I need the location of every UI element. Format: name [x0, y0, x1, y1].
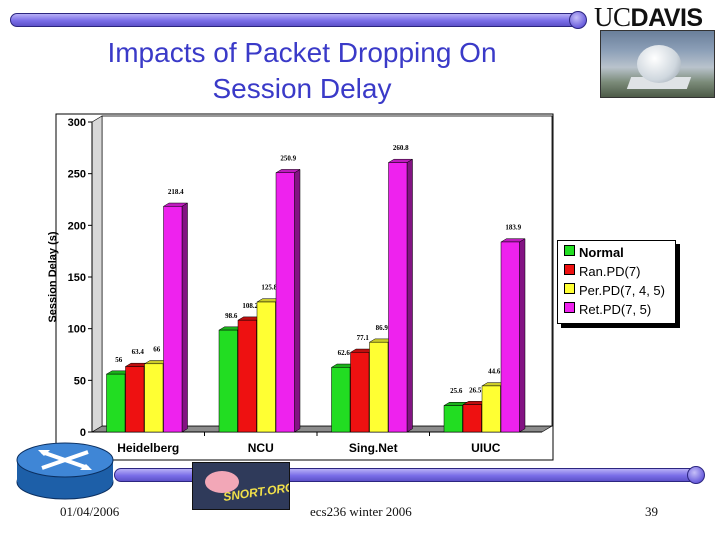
y-tick-label: 150	[68, 272, 86, 284]
bar-heidelberg-4	[163, 206, 183, 433]
bar-sing-net-2	[350, 352, 370, 433]
data-label: 44.6	[488, 368, 501, 376]
bar-sing-net-4	[388, 162, 408, 433]
y-tick-label: 200	[68, 220, 86, 232]
legend-swatch	[564, 245, 575, 256]
bar-ncu-3	[256, 301, 276, 433]
bar-ncu-1	[218, 329, 238, 433]
legend-swatch	[564, 264, 575, 275]
x-tick-label: NCU	[248, 441, 274, 455]
bar-side	[181, 202, 188, 433]
data-label: 108.2	[242, 302, 258, 310]
legend-item: Per.PD(7, 4, 5)	[564, 282, 665, 299]
chart-legend: Normal Ran.PD(7) Per.PD(7, 4, 5) Ret.PD(7, …	[557, 240, 676, 324]
footer-date: 01/04/2006	[60, 504, 120, 519]
bar-ncu-4	[275, 172, 295, 433]
data-label: 260.8	[393, 144, 409, 152]
legend-item: Ran.PD(7)	[564, 263, 640, 280]
y-axis-title: Session Delay (s)	[47, 231, 59, 322]
legend-swatch	[564, 302, 575, 313]
title-line-1: Impacts of Packet Dropping On	[107, 37, 497, 68]
legend-label: Per.PD(7, 4, 5)	[579, 283, 665, 298]
logo-uc: UC	[594, 2, 631, 32]
bar-heidelberg-3	[144, 363, 164, 433]
legend-item: Ret.PD(7, 5)	[564, 301, 651, 318]
y-tick-label: 300	[68, 117, 86, 129]
logo-davis: DAVIS	[630, 4, 704, 32]
slide-title: Impacts of Packet Dropping On Session De…	[60, 35, 544, 107]
legend-item: Normal	[564, 244, 624, 261]
bar-uiuc-3	[481, 385, 501, 433]
y-tick-label: 250	[68, 169, 86, 181]
bar-ncu-2	[237, 319, 257, 433]
y-tick-label: 0	[80, 427, 86, 439]
header-bar-cap	[569, 11, 587, 29]
router-icon	[16, 442, 114, 500]
data-label: 56	[115, 356, 123, 364]
title-line-2: Session Delay	[212, 73, 392, 104]
y-tick-label: 100	[68, 324, 86, 336]
data-label: 125.8	[261, 284, 277, 292]
bar-uiuc-4	[500, 241, 520, 433]
data-label: 25.6	[450, 387, 463, 395]
data-label: 183.9	[505, 224, 521, 232]
ucdavis-logo: UCDAVIS	[594, 2, 703, 33]
data-label: 62.6	[338, 349, 351, 357]
snort-logo: SNORT.ORG	[192, 462, 290, 510]
data-label: 250.9	[280, 154, 296, 162]
legend-label: Ran.PD(7)	[579, 264, 641, 279]
bar-side	[294, 168, 301, 433]
bar-heidelberg-1	[106, 373, 126, 433]
bar-sing-net-1	[331, 367, 351, 433]
bar-side	[519, 238, 526, 433]
data-label: 77.1	[357, 334, 370, 342]
y-tick-label: 50	[74, 375, 86, 387]
bar-uiuc-2	[462, 404, 482, 433]
x-tick-label: Sing.Net	[349, 441, 398, 455]
data-label: 26.5	[469, 386, 482, 394]
bar-side	[406, 158, 413, 433]
x-tick-label: UIUC	[471, 441, 501, 455]
data-label: 98.6	[225, 312, 238, 320]
legend-label: Normal	[579, 245, 624, 260]
x-tick-label: Heidelberg	[117, 441, 179, 455]
data-label: 63.4	[132, 348, 145, 356]
page-number: 39	[645, 504, 658, 519]
legend-swatch	[564, 283, 575, 294]
chart-side-wall	[91, 115, 103, 433]
data-label: 66	[153, 346, 161, 354]
bar-sing-net-3	[369, 341, 389, 433]
data-label: 86.9	[376, 324, 389, 332]
footer-course: ecs236 winter 2006	[310, 504, 412, 519]
legend-label: Ret.PD(7, 5)	[579, 302, 652, 317]
data-label: 218.4	[168, 188, 184, 196]
bar-uiuc-1	[443, 405, 463, 433]
footer-bar-cap	[687, 466, 705, 484]
campus-photo	[600, 30, 715, 98]
bar-heidelberg-2	[125, 366, 145, 433]
